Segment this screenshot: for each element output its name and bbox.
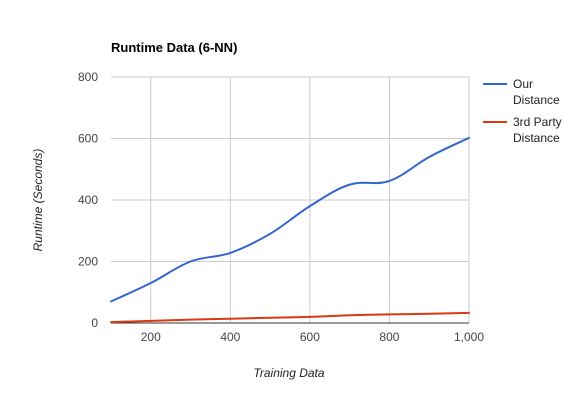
y-tick-label: 0	[91, 316, 98, 330]
x-tick-label: 200	[141, 330, 161, 344]
y-tick-label: 800	[78, 70, 98, 84]
y-tick-label: 400	[78, 193, 98, 207]
legend-label-3rd-party-distance: 3rd Party	[513, 115, 562, 129]
y-axis-title: Runtime (Seconds)	[31, 149, 45, 252]
series-line-our-distance	[110, 136, 470, 303]
x-axis-title: Training Data	[253, 366, 324, 380]
y-tick-label: 600	[78, 132, 98, 146]
x-tick-label: 400	[220, 330, 240, 344]
x-tick-label: 600	[300, 330, 320, 344]
axes: 0 200 400 600 800 200 400 600 800 1,000	[78, 70, 484, 344]
y-tick-label: 200	[78, 255, 98, 269]
legend: Our Distance 3rd Party Distance	[483, 77, 562, 145]
legend-label-our-distance: Distance	[513, 93, 560, 107]
gridlines	[111, 76, 470, 323]
series-line-3rd-party-distance	[110, 311, 470, 324]
x-tick-label: 800	[379, 330, 399, 344]
series-layer	[110, 136, 470, 324]
x-tick-label: 1,000	[454, 330, 484, 344]
chart-title: Runtime Data (6-NN)	[111, 40, 237, 55]
legend-label-3rd-party-distance: Distance	[513, 131, 560, 145]
legend-label-our-distance: Our	[513, 77, 533, 91]
